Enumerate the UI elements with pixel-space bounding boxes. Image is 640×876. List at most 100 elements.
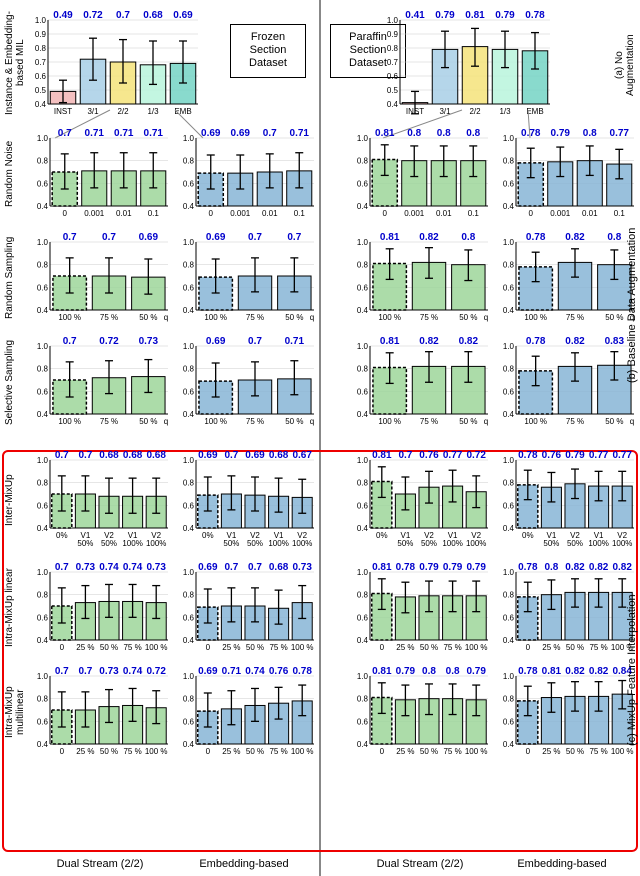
svg-text:0.4: 0.4 [503,636,515,645]
svg-text:0.81: 0.81 [375,128,395,139]
svg-text:0.68: 0.68 [123,450,143,461]
svg-text:q: q [310,313,314,322]
svg-text:0.6: 0.6 [37,501,49,510]
svg-text:0%: 0% [56,531,68,540]
svg-text:75 %: 75 % [420,417,438,426]
svg-text:0.4: 0.4 [503,306,515,315]
svg-text:0.72: 0.72 [99,336,119,347]
svg-text:0.8: 0.8 [183,591,195,600]
chart-ssamp-PB: 0.40.60.81.00.78100 %0.8275 %0.8350 %q [492,332,638,430]
svg-text:75 %: 75 % [589,747,607,756]
svg-text:0.6: 0.6 [183,501,195,510]
svg-text:0.4: 0.4 [37,636,49,645]
svg-text:0: 0 [206,643,211,652]
rowlabel-intraM: Intra-MixUp multilinear [4,667,26,757]
svg-text:0.69: 0.69 [139,232,159,243]
svg-text:1.0: 1.0 [503,568,515,577]
svg-text:0.69: 0.69 [231,128,251,139]
chart-inter-FG: 0.40.60.81.00.70%0.7V150%0.68V250%0.68V1… [26,446,172,552]
svg-text:0.01: 0.01 [582,209,598,218]
svg-text:1.0: 1.0 [35,16,47,25]
svg-text:0.69: 0.69 [206,232,226,243]
svg-text:50 %: 50 % [566,643,584,652]
svg-text:0.82: 0.82 [565,666,585,677]
svg-text:0.7: 0.7 [398,450,412,461]
svg-text:0.4: 0.4 [503,410,515,419]
svg-text:0.77: 0.77 [610,128,630,139]
svg-text:0: 0 [63,209,68,218]
rowlabel-ssamp: Selective Sampling [4,337,15,427]
svg-text:75 %: 75 % [123,643,141,652]
chart-rsamp-FG: 0.40.60.81.00.7100 %0.775 %0.6950 %q [26,228,172,326]
svg-text:1/3: 1/3 [499,107,511,116]
svg-text:50%: 50% [543,539,559,548]
svg-text:0.7: 0.7 [387,58,399,67]
svg-text:0.7: 0.7 [58,128,72,139]
svg-text:0.8: 0.8 [183,695,195,704]
chart-ssamp-FG: 0.40.60.81.00.7100 %0.7275 %0.7350 %q [26,332,172,430]
svg-text:0.7: 0.7 [55,450,69,461]
svg-text:0.6: 0.6 [503,613,515,622]
svg-text:75 %: 75 % [566,417,584,426]
svg-text:1.0: 1.0 [183,238,195,247]
svg-text:0.7: 0.7 [102,232,116,243]
svg-text:0.6: 0.6 [183,717,195,726]
svg-text:3/1: 3/1 [87,107,99,116]
svg-text:0.79: 0.79 [443,562,463,573]
svg-text:0: 0 [529,209,534,218]
svg-text:0.79: 0.79 [466,562,486,573]
svg-text:100 %: 100 % [465,747,488,756]
chart-ssamp-FB: 0.40.60.81.00.69100 %0.775 %0.7150 %q [172,332,318,430]
svg-text:1.0: 1.0 [37,134,49,143]
svg-text:75 %: 75 % [246,313,264,322]
svg-text:0.81: 0.81 [465,10,485,21]
svg-text:1.0: 1.0 [37,456,49,465]
svg-text:0.8: 0.8 [37,261,49,270]
svg-text:100 %: 100 % [378,313,401,322]
svg-text:0: 0 [206,747,211,756]
svg-text:0.77: 0.77 [589,450,609,461]
svg-text:0.8: 0.8 [37,365,49,374]
svg-text:0%: 0% [376,531,388,540]
svg-text:50%: 50% [397,539,413,548]
svg-text:q: q [484,417,488,426]
svg-text:0.4: 0.4 [387,100,399,109]
svg-text:50%: 50% [223,539,239,548]
chart-rsamp-PB: 0.40.60.81.00.78100 %0.8275 %0.850 %q [492,228,638,326]
svg-text:0.69: 0.69 [173,10,193,21]
svg-text:100 %: 100 % [524,313,547,322]
svg-text:0: 0 [60,643,65,652]
svg-text:0.68: 0.68 [269,450,289,461]
svg-text:0.49: 0.49 [53,10,73,21]
svg-text:0.8: 0.8 [387,44,399,53]
svg-text:EMB: EMB [174,107,191,116]
svg-text:0.78: 0.78 [521,128,541,139]
svg-text:q: q [164,417,168,426]
svg-text:0.69: 0.69 [198,666,218,677]
svg-text:0.7: 0.7 [78,666,92,677]
svg-text:0.82: 0.82 [419,336,439,347]
svg-text:25 %: 25 % [542,643,560,652]
svg-text:0.6: 0.6 [37,179,49,188]
bottom-label-0: Dual Stream (2/2) [40,858,160,870]
svg-text:75 %: 75 % [246,417,264,426]
svg-text:q: q [310,417,314,426]
svg-text:0.4: 0.4 [37,306,49,315]
svg-text:0.78: 0.78 [518,562,538,573]
svg-text:50%: 50% [101,539,117,548]
svg-text:0.72: 0.72 [466,450,486,461]
svg-text:0.69: 0.69 [206,336,226,347]
svg-text:0.78: 0.78 [525,10,545,21]
svg-text:100%: 100% [122,539,142,548]
svg-text:0.76: 0.76 [542,450,562,461]
svg-text:0.001: 0.001 [550,209,571,218]
chart-noise-FG: 0.40.60.81.00.700.710.0010.710.010.710.1 [26,124,172,222]
svg-text:75 %: 75 % [443,747,461,756]
svg-text:q: q [164,313,168,322]
svg-text:100%: 100% [442,539,462,548]
svg-text:0.4: 0.4 [357,636,369,645]
chart-noise-FB: 0.40.60.81.00.6900.690.0010.70.010.710.1 [172,124,318,222]
svg-text:75 %: 75 % [566,313,584,322]
svg-text:0.8: 0.8 [183,479,195,488]
svg-text:0%: 0% [202,531,214,540]
